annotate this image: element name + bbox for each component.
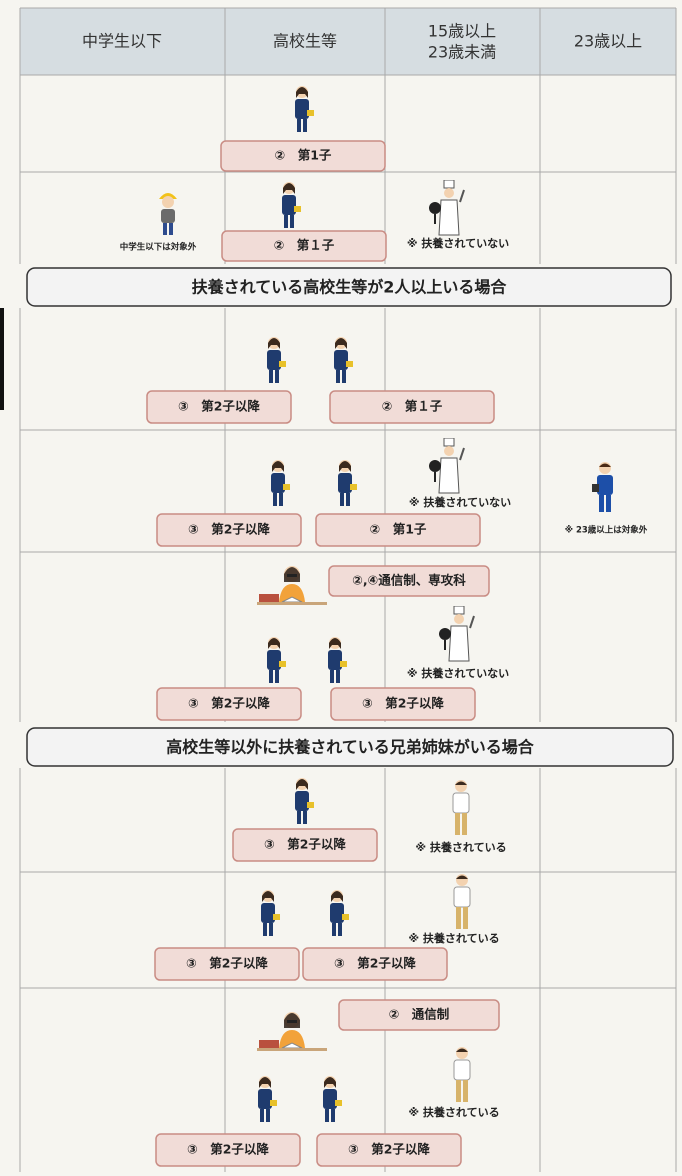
label: ③ 第2子以降 — [186, 956, 268, 971]
section-title: 高校生等以外に扶養されている兄弟姉妹がいる場合 — [166, 738, 535, 757]
reader — [257, 565, 327, 606]
label-box — [232, 828, 378, 862]
label: ③ 第2子以降 — [188, 522, 270, 537]
student — [295, 86, 314, 132]
header-cell: 23歳未満 — [428, 43, 496, 62]
labels: ② 第1子 ② 第１子 中学生以下は対象外 ※ 扶養されていない ③ 第2子以降… — [120, 140, 648, 1167]
section-title: 扶養されている高校生等が2人以上いる場合 — [192, 278, 508, 297]
student — [271, 460, 290, 506]
label-box — [330, 687, 476, 721]
label: ③ 第2子以降 — [264, 837, 346, 852]
section-box — [26, 267, 672, 307]
student — [261, 890, 280, 936]
student — [258, 1076, 277, 1122]
note: ※ 扶養されている — [408, 1105, 499, 1119]
label-box — [302, 947, 448, 981]
label: ③ 第2子以降 — [334, 956, 416, 971]
note: ※ 扶養されている — [415, 840, 506, 854]
label-box — [154, 947, 300, 981]
student — [267, 337, 286, 383]
note: 中学生以下は対象外 — [120, 242, 197, 253]
reader — [257, 1011, 327, 1052]
label-box — [315, 513, 481, 547]
label: ② 第1子 — [370, 522, 427, 537]
label-box — [329, 390, 495, 424]
label-box — [316, 1133, 462, 1167]
student — [295, 778, 314, 824]
sibling — [453, 873, 471, 930]
header-bg — [20, 8, 676, 75]
note: ※ 扶養されていない — [409, 495, 511, 509]
worker — [592, 462, 613, 512]
student — [282, 182, 301, 228]
sibling — [453, 1046, 471, 1103]
sibling — [452, 779, 470, 836]
label-box — [220, 140, 386, 172]
note: ※ 23歳以上は対象外 — [565, 525, 648, 536]
label-box — [338, 999, 500, 1031]
label: ② 第１子 — [274, 238, 335, 253]
student — [323, 1076, 342, 1122]
student — [328, 637, 347, 683]
student — [330, 890, 349, 936]
label: ③ 第2子以降 — [187, 1142, 269, 1157]
label: ③ 第2子以降 — [348, 1142, 430, 1157]
kid — [159, 193, 177, 235]
label-box — [221, 230, 387, 262]
header-cell: 15歳以上 — [428, 22, 496, 41]
chef — [428, 438, 465, 494]
note: ※ 扶養されていない — [407, 236, 509, 250]
label-box — [328, 565, 490, 597]
label: ②,④通信制、専攻科 — [352, 573, 466, 588]
header-cell: 中学生以下 — [82, 32, 162, 51]
student — [267, 637, 286, 683]
note: ※ 扶養されている — [408, 931, 499, 945]
label: ③ 第2子以降 — [362, 696, 444, 711]
label: ② 第１子 — [382, 399, 443, 414]
chef — [438, 606, 475, 662]
header-cell: 23歳以上 — [574, 32, 642, 51]
student — [334, 337, 353, 383]
note: ※ 扶養されていない — [407, 666, 509, 680]
label: ② 通信制 — [389, 1007, 450, 1022]
label: ③ 第2子以降 — [178, 399, 260, 414]
label: ③ 第2子以降 — [188, 696, 270, 711]
chef — [428, 180, 465, 236]
student — [338, 460, 357, 506]
label-box — [155, 1133, 301, 1167]
header-cell: 高校生等 — [273, 32, 337, 51]
label-box — [156, 687, 302, 721]
section-box — [26, 727, 674, 767]
label: ② 第1子 — [275, 148, 332, 163]
label-box — [146, 390, 292, 424]
label-box — [156, 513, 302, 547]
side-tab — [0, 290, 4, 410]
